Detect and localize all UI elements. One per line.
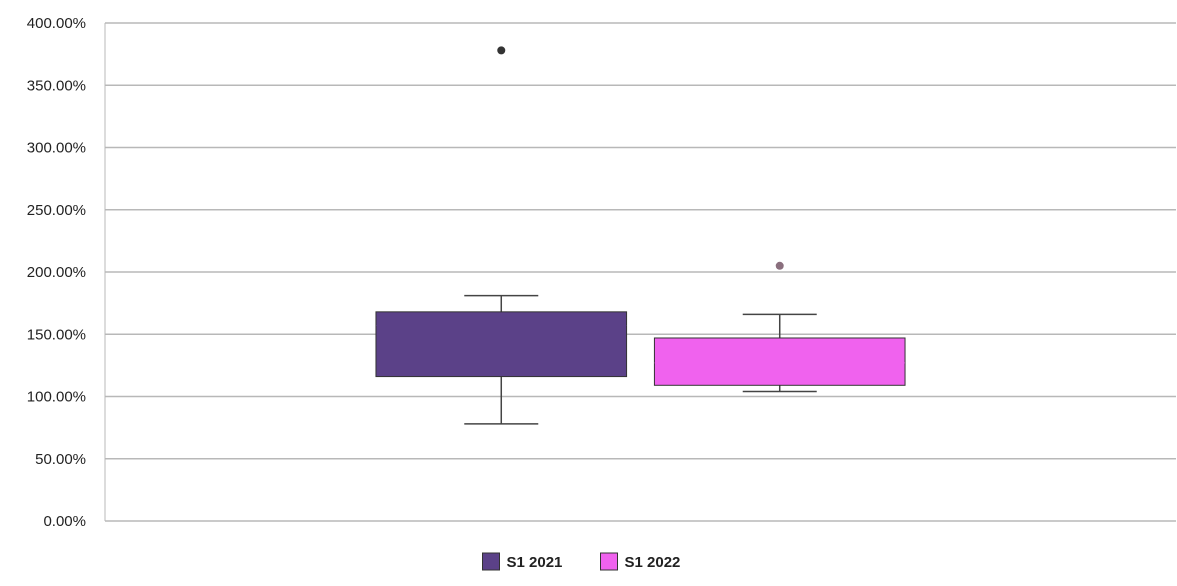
y-tick-label: 0.00%	[43, 513, 86, 530]
y-tick-label: 250.00%	[27, 202, 86, 219]
y-axis: 0.00% 50.00% 100.00% 150.00% 200.00% 250.00% 3…	[27, 15, 106, 530]
y-tick-label: 400.00%	[27, 15, 86, 32]
box-2	[653, 261, 906, 393]
box-body	[653, 337, 906, 386]
box-1	[375, 46, 628, 425]
legend-swatch	[482, 552, 500, 571]
gridlines	[105, 22, 1176, 522]
legend: S1 2021 S1 2022	[482, 552, 681, 571]
legend-label: S1 2021	[507, 554, 563, 571]
outlier-point	[497, 46, 506, 55]
legend-item: S1 2021	[482, 552, 563, 571]
y-tick-label: 100.00%	[27, 389, 86, 406]
legend-label: S1 2022	[625, 554, 681, 571]
box-body	[375, 311, 628, 378]
y-tick-label: 300.00%	[27, 140, 86, 157]
boxes	[375, 46, 906, 425]
legend-item: S1 2022	[600, 552, 681, 571]
outlier-point	[775, 261, 784, 270]
y-tick-label: 150.00%	[27, 326, 86, 343]
y-tick-label: 350.00%	[27, 77, 86, 94]
legend-swatch	[600, 552, 618, 571]
y-tick-label: 50.00%	[35, 451, 86, 468]
y-tick-label: 200.00%	[27, 264, 86, 281]
